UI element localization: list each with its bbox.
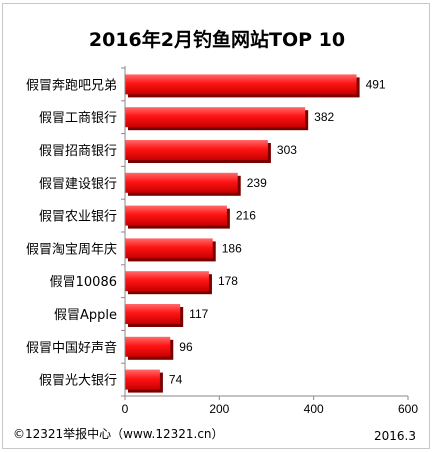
bar <box>125 140 268 160</box>
category-label: 假冒Apple <box>54 308 117 323</box>
source-footer: ©12321举报中心（www.12321.cn） <box>13 426 224 441</box>
x-tick-label: 600 <box>398 402 418 416</box>
data-label: 303 <box>277 143 297 157</box>
bars-group: 假冒奔跑吧兄弟 491 假冒工商银行 382 假冒招商银行 303 假冒建设银行 239 假冒农… <box>26 74 386 393</box>
category-label: 假冒10086 <box>50 275 117 290</box>
chart-title: 2016年2月钓鱼网站TOP 10 <box>89 28 345 51</box>
bar <box>125 271 209 292</box>
category-label: 假冒招商银行 <box>39 144 117 159</box>
category-label: 假冒农业银行 <box>39 210 117 225</box>
bar <box>125 369 160 390</box>
axes-group: 0 200 400 600 <box>121 66 418 416</box>
category-label: 假冒工商银行 <box>39 111 117 126</box>
category-label: 假冒建设银行 <box>39 177 117 192</box>
bar <box>125 336 171 357</box>
data-label: 216 <box>236 209 256 223</box>
category-label: 假冒光大银行 <box>39 374 117 389</box>
bar-chart: 2016年2月钓鱼网站TOP 10 假冒奔跑吧兄弟 491 假冒工商银行 382 假冒招… <box>13 28 418 443</box>
bar <box>125 74 357 95</box>
x-tick-label: 0 <box>122 402 129 416</box>
bar <box>125 304 181 324</box>
category-label: 假冒淘宝周年庆 <box>26 242 117 257</box>
data-label: 186 <box>222 241 242 255</box>
data-label: 178 <box>218 274 238 288</box>
x-tick-label: 400 <box>304 402 324 416</box>
data-label: 491 <box>366 77 386 91</box>
data-label: 74 <box>169 373 183 387</box>
bar <box>125 238 213 259</box>
data-label: 117 <box>189 307 208 321</box>
data-label: 96 <box>179 340 193 354</box>
data-label: 382 <box>314 110 334 124</box>
date-footer: 2016.3 <box>374 429 416 443</box>
category-label: 假冒中国好声音 <box>26 340 117 356</box>
bar <box>125 205 227 226</box>
bar <box>125 107 306 128</box>
x-tick-label: 200 <box>209 402 229 416</box>
bar <box>125 172 238 193</box>
data-label: 239 <box>247 176 267 190</box>
category-label: 假冒奔跑吧兄弟 <box>26 78 117 93</box>
chart-frame: 2016年2月钓鱼网站TOP 10 假冒奔跑吧兄弟 491 假冒工商银行 382 假冒招… <box>2 3 430 449</box>
